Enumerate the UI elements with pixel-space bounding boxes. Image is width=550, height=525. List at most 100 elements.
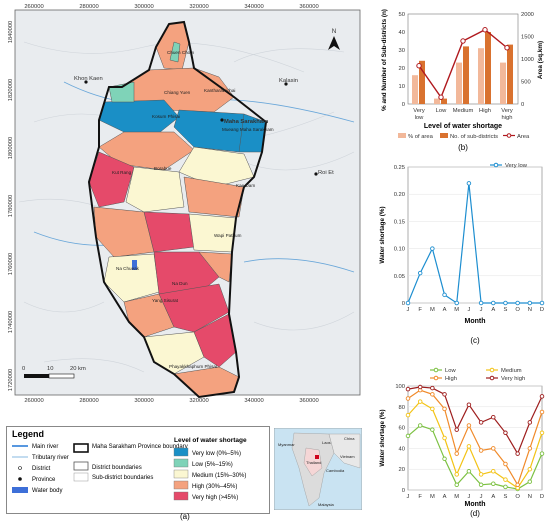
svg-text:Tributary river: Tributary river xyxy=(32,455,69,461)
legend-boundaries: Maha Sarakham Province boundary District… xyxy=(73,443,188,482)
svg-text:Province: Province xyxy=(32,477,56,483)
x-tick-label: A xyxy=(443,494,447,500)
province-icon xyxy=(18,477,22,481)
x-tick-label: D xyxy=(540,307,544,313)
district-label: Phayakkhaphum Phisai xyxy=(169,364,217,369)
series-point xyxy=(491,446,496,451)
legend-label: Low xyxy=(445,368,456,374)
legend-label: Very low xyxy=(505,163,528,169)
series-point xyxy=(454,482,459,488)
svg-text:Malaysia: Malaysia xyxy=(318,502,335,507)
series-point xyxy=(478,472,484,477)
series-line xyxy=(407,424,543,490)
x-tick-label: J xyxy=(467,494,470,500)
district-label: Kut Rang xyxy=(112,170,132,175)
series-point xyxy=(454,427,459,432)
series-point xyxy=(442,406,447,412)
level-label: High (30%–45%) xyxy=(192,484,237,490)
coord-label: 280000 xyxy=(79,398,98,404)
coord-label: 360000 xyxy=(299,398,318,404)
district-label: Yang Sisurat xyxy=(152,298,179,303)
bar-pct-area xyxy=(456,62,462,104)
svg-text:20 km: 20 km xyxy=(70,366,86,372)
north-label: N xyxy=(332,28,337,35)
svg-text:Water body: Water body xyxy=(32,488,62,494)
legend-label: Very high xyxy=(501,376,525,382)
series-point xyxy=(405,300,411,306)
district-label: Wapi Pathum xyxy=(214,233,242,238)
series-point xyxy=(430,392,435,397)
series-point xyxy=(454,451,459,456)
level-label: Medium (15%–30%) xyxy=(192,473,246,479)
x-tick-label: M xyxy=(430,494,435,500)
series-point xyxy=(503,430,508,436)
series-point xyxy=(539,300,545,306)
y-tick-label: 10 xyxy=(399,84,405,90)
legend-swatch xyxy=(398,133,406,138)
svg-text:District: District xyxy=(32,466,51,472)
series-point xyxy=(503,461,508,467)
city-label: Roi Et xyxy=(318,170,334,176)
area-point xyxy=(504,45,510,51)
legend-marker xyxy=(433,375,439,381)
x-tick-label: A xyxy=(491,494,495,500)
svg-text:Myanmar: Myanmar xyxy=(278,442,295,447)
x-tick-label: S xyxy=(504,494,508,500)
series-point xyxy=(527,446,533,451)
series-point xyxy=(405,412,411,418)
svg-text:District boundaries: District boundaries xyxy=(92,465,142,471)
series-point xyxy=(466,423,472,428)
series-point xyxy=(491,300,496,306)
district-label: Kantharawichai xyxy=(204,88,235,93)
series-point xyxy=(539,451,545,456)
y-tick-label: 0 xyxy=(402,301,405,307)
panel-label: (d) xyxy=(470,509,480,518)
series-point xyxy=(503,484,508,490)
svg-text:Maha Sarakham Province boundar: Maha Sarakham Province boundary xyxy=(92,444,188,450)
y-tick-label: 0.10 xyxy=(394,247,405,253)
x-tick-label: O xyxy=(515,494,520,500)
chart-c-line: 0 0.05 0.10 0.15 0.20 0.25 J F M A M J J A S O N D Month Wa… xyxy=(379,162,545,345)
y-right-axis-label: Area (sq.km) xyxy=(537,41,544,79)
legend-title: Legend xyxy=(12,429,44,439)
series-point xyxy=(466,444,472,449)
level-swatch xyxy=(173,447,189,457)
bar-subdistricts xyxy=(441,98,447,104)
district-label: Borabue xyxy=(154,166,172,171)
svg-text:China: China xyxy=(344,436,355,441)
area-point xyxy=(438,94,444,100)
x-tick-label: J xyxy=(407,494,410,500)
bar-subdistricts xyxy=(463,46,469,104)
series-point xyxy=(539,409,545,415)
series-point xyxy=(417,423,423,428)
y-tick-label: 20 xyxy=(399,66,405,72)
panel-label-b: (b) xyxy=(458,143,468,152)
y-tick-label: 40 xyxy=(399,446,405,452)
series-point xyxy=(527,466,533,472)
x-tick-label: F xyxy=(418,307,422,313)
svg-text:Main river: Main river xyxy=(32,444,58,450)
district-label: Na Chueak xyxy=(116,266,140,271)
coord-label: 340000 xyxy=(244,4,263,10)
x-tick-label: low xyxy=(415,115,425,121)
series-point xyxy=(527,300,533,306)
series-point xyxy=(491,414,496,420)
series-point xyxy=(527,420,533,425)
x-tick-label: F xyxy=(418,494,422,500)
x-tick-label: S xyxy=(504,307,508,313)
district-label: Chuen Chom xyxy=(167,50,194,55)
bar-pct-area xyxy=(500,62,506,104)
level-title: Level of water shortage xyxy=(174,437,247,444)
city-label: Khon Kaen xyxy=(74,76,103,82)
series-point xyxy=(478,420,484,425)
series-point xyxy=(454,300,459,306)
coord-label: 1760000 xyxy=(8,253,14,276)
y-tick-label: 80 xyxy=(399,405,405,411)
level-label: Low (5%–15%) xyxy=(192,462,233,468)
y-tick-label: 0.15 xyxy=(394,219,405,225)
y-right-tick-label: 0 xyxy=(521,102,524,108)
series-point xyxy=(478,300,484,306)
series-point xyxy=(491,469,496,474)
level-swatch xyxy=(173,469,189,479)
y-tick-label: 0 xyxy=(402,102,405,108)
